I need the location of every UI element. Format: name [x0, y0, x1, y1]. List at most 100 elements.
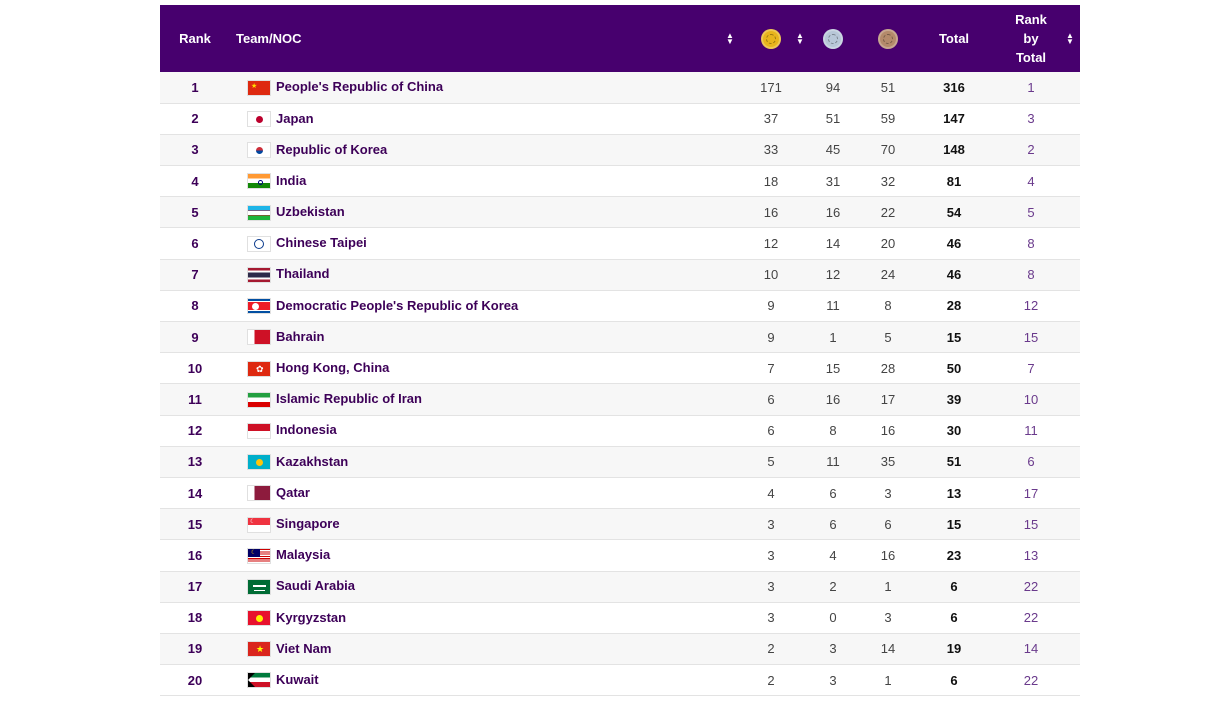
bronze-count-cell: 17 — [880, 391, 896, 407]
total-count-cell: 50 — [946, 360, 962, 376]
singapore-flag-icon: ☾ — [247, 516, 271, 533]
total-count-cell: 23 — [946, 547, 962, 563]
bronze-count-cell: 51 — [880, 79, 896, 95]
kyrgyzstan-flag-icon — [247, 610, 271, 627]
team-link[interactable]: Indonesia — [276, 422, 337, 438]
rank-cell: 2 — [191, 111, 199, 127]
team-link[interactable]: India — [276, 172, 307, 188]
saudi-arabia-flag-icon — [247, 578, 271, 595]
team-header-label: Team/NOC — [236, 31, 302, 46]
rank-by-total-label-line2: by — [1023, 31, 1039, 46]
team-cell: ✿ Hong Kong, China — [230, 353, 740, 384]
iran-flag-icon — [247, 391, 271, 408]
sort-icon[interactable]: ▲ ▼ — [1066, 30, 1074, 46]
table-row: 14 Qatar 4 6 3 13 17 — [160, 477, 1080, 509]
table-row: 19 ★ Viet Nam 2 3 14 19 14 — [160, 633, 1080, 665]
sort-icon[interactable]: ▲ ▼ — [796, 30, 804, 46]
rank-cell: 15 — [187, 516, 203, 532]
bronze-count-cell: 1 — [884, 579, 892, 595]
total-count-cell: 15 — [946, 329, 962, 345]
rank-cell: 10 — [187, 360, 203, 376]
gold-count-cell: 37 — [763, 111, 779, 127]
silver-count-cell: 31 — [825, 173, 841, 189]
rank-by-total-cell: 8 — [1027, 236, 1035, 252]
rank-cell: 8 — [191, 298, 199, 314]
rank-cell: 12 — [187, 423, 203, 439]
gold-count-cell: 6 — [767, 391, 775, 407]
china-flag-icon: ★ — [247, 79, 271, 96]
team-link[interactable]: Republic of Korea — [276, 141, 388, 157]
team-link[interactable]: Thailand — [276, 266, 330, 282]
rank-by-total-cell: 15 — [1023, 516, 1039, 532]
team-link[interactable]: Viet Nam — [276, 640, 332, 656]
silver-count-cell: 15 — [825, 360, 841, 376]
rank-by-total-cell: 22 — [1023, 610, 1039, 626]
gold-count-cell: 9 — [767, 298, 775, 314]
rank-by-total-column-header[interactable]: Rank by Total ▲ ▼ — [982, 5, 1080, 72]
qatar-flag-icon — [247, 485, 271, 502]
team-link[interactable]: Kuwait — [276, 671, 319, 687]
team-link[interactable]: Singapore — [276, 515, 340, 531]
silver-count-cell: 6 — [829, 516, 837, 532]
team-link[interactable]: Kazakhstan — [276, 453, 349, 469]
team-cell: Bahrain — [230, 322, 740, 353]
team-link[interactable]: Uzbekistan — [276, 204, 345, 220]
team-cell: ★ Viet Nam — [230, 633, 740, 664]
team-link[interactable]: Malaysia — [276, 547, 331, 563]
total-count-cell: 13 — [946, 485, 962, 501]
rank-by-total-cell: 15 — [1023, 329, 1039, 345]
kuwait-flag-icon — [247, 672, 271, 689]
team-link[interactable]: Bahrain — [276, 328, 325, 344]
bronze-count-cell: 3 — [884, 485, 892, 501]
bronze-count-cell: 14 — [880, 641, 896, 657]
silver-count-cell: 1 — [829, 329, 837, 345]
rank-header-label: Rank — [179, 31, 211, 46]
team-cell: ☾ Malaysia — [230, 540, 740, 571]
team-link[interactable]: Hong Kong, China — [276, 360, 390, 375]
sort-icon[interactable]: ▲ ▼ — [726, 30, 734, 46]
table-header: Rank Team/NOC ▲ ▼ ▲ ▼ Total Rank — [160, 5, 1080, 72]
rank-cell: 5 — [191, 204, 199, 220]
silver-count-cell: 2 — [829, 579, 837, 595]
rank-cell: 6 — [191, 236, 199, 252]
team-link[interactable]: Islamic Republic of Iran — [276, 391, 422, 407]
team-link[interactable]: Chinese Taipei — [276, 235, 367, 251]
team-cell: Chinese Taipei — [230, 228, 740, 259]
rank-cell: 18 — [187, 610, 203, 626]
bronze-count-cell: 35 — [880, 454, 896, 470]
team-link[interactable]: People's Republic of China — [276, 79, 444, 95]
total-count-cell: 6 — [950, 579, 958, 595]
team-cell: Democratic People's Republic of Korea — [230, 290, 740, 321]
rank-by-total-cell: 3 — [1027, 111, 1035, 127]
gold-count-cell: 33 — [763, 142, 779, 158]
rank-column-header[interactable]: Rank — [160, 5, 230, 72]
silver-count-cell: 94 — [825, 79, 841, 95]
team-link[interactable]: Japan — [276, 110, 314, 126]
total-column-header[interactable]: Total — [912, 5, 982, 72]
malaysia-flag-icon: ☾ — [247, 547, 271, 564]
rank-by-total-cell: 10 — [1023, 391, 1039, 407]
team-link[interactable]: Kyrgyzstan — [276, 609, 347, 625]
total-count-cell: 46 — [946, 267, 962, 283]
table-row: 17 Saudi Arabia 3 2 1 6 22 — [160, 571, 1080, 603]
silver-count-cell: 8 — [829, 423, 837, 439]
silver-count-cell: 0 — [829, 610, 837, 626]
gold-count-cell: 3 — [767, 579, 775, 595]
bronze-count-cell: 3 — [884, 610, 892, 626]
gold-count-cell: 16 — [763, 204, 779, 220]
hong-kong-flag-icon: ✿ — [247, 360, 271, 377]
total-count-cell: 39 — [946, 391, 962, 407]
team-column-header[interactable]: Team/NOC ▲ ▼ — [230, 5, 740, 72]
rank-by-total-cell: 13 — [1023, 547, 1039, 563]
bronze-column-header[interactable] — [864, 5, 912, 72]
team-link[interactable]: Saudi Arabia — [276, 578, 355, 594]
viet-nam-flag-icon: ★ — [247, 641, 271, 658]
rank-cell: 3 — [191, 142, 199, 158]
kazakhstan-flag-icon — [247, 454, 271, 471]
gold-count-cell: 3 — [767, 516, 775, 532]
team-link[interactable]: Democratic People's Republic of Korea — [276, 297, 519, 313]
team-link[interactable]: Qatar — [276, 484, 310, 500]
silver-column-header[interactable] — [802, 5, 864, 72]
gold-column-header[interactable]: ▲ ▼ — [740, 5, 804, 72]
total-count-cell: 46 — [946, 236, 962, 252]
